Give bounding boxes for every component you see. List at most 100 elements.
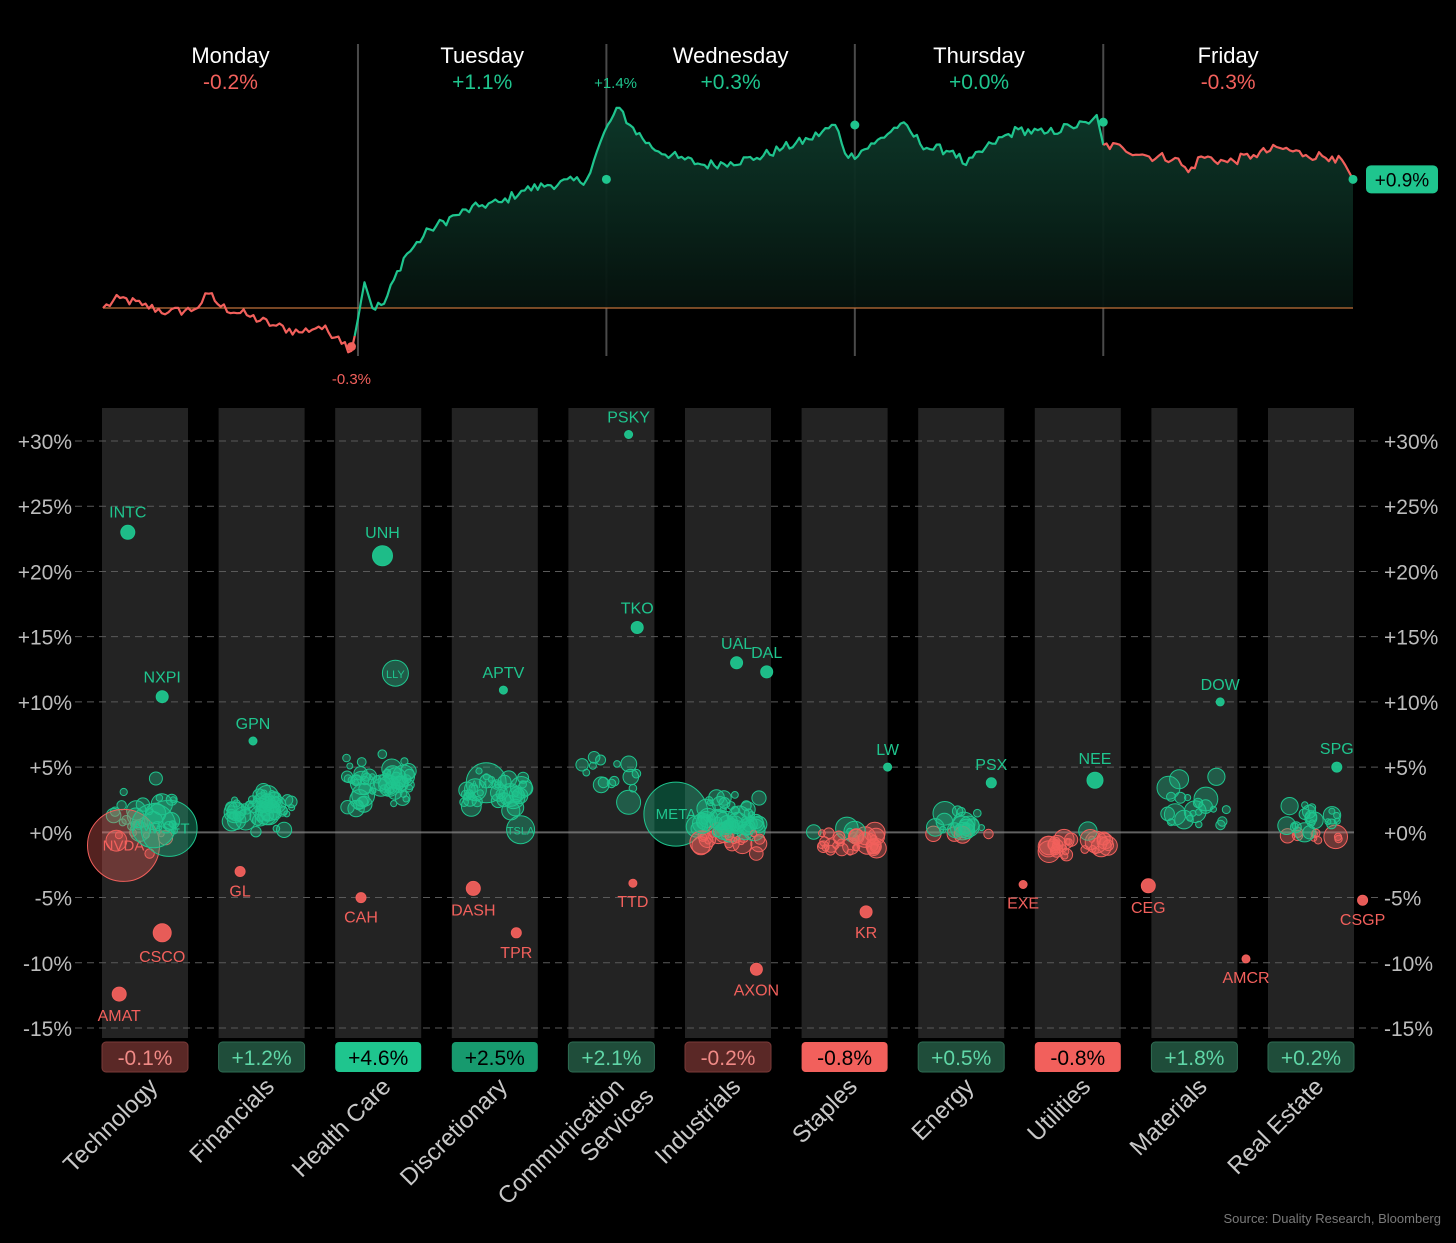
stock-bubble bbox=[232, 799, 241, 808]
stock-bubble-meta bbox=[643, 781, 709, 847]
stock-bubble-dash bbox=[465, 880, 481, 896]
ticker-label: AVGO bbox=[132, 818, 174, 835]
stock-bubble bbox=[587, 751, 601, 764]
stock-bubble bbox=[403, 768, 415, 780]
day-end-marker bbox=[1348, 174, 1358, 184]
stock-bubble bbox=[384, 768, 392, 776]
stock-bubble-ceg bbox=[1140, 878, 1156, 894]
sector-return-badge bbox=[917, 1041, 1005, 1073]
sector-name-line: Industrials bbox=[650, 1073, 746, 1169]
stock-bubble bbox=[259, 793, 276, 811]
sector-return-label: -0.8% bbox=[817, 1047, 872, 1070]
extreme-annotation: +1.4% bbox=[594, 75, 637, 92]
sector-return-label: +0.2% bbox=[1281, 1047, 1341, 1070]
stock-bubble-aptv bbox=[498, 685, 508, 695]
stock-bubble bbox=[749, 829, 758, 838]
stock-bubble-tpr bbox=[510, 927, 522, 939]
stock-bubble-amzn bbox=[465, 762, 507, 804]
sector-panel bbox=[335, 408, 422, 1038]
stock-bubble bbox=[699, 833, 708, 841]
sector-return-badge bbox=[451, 1042, 538, 1072]
day-change: +0.3% bbox=[701, 71, 761, 94]
stock-bubble bbox=[849, 828, 864, 844]
stock-bubble bbox=[1304, 812, 1318, 825]
stock-bubble bbox=[355, 795, 373, 813]
stock-bubble bbox=[631, 768, 642, 779]
stock-bubble-amcr bbox=[1241, 954, 1251, 964]
y-tick-right: +5% bbox=[1384, 757, 1427, 780]
stock-bubble bbox=[402, 795, 410, 803]
stock-bubble-googl bbox=[616, 789, 642, 815]
day-name: Friday bbox=[1198, 43, 1259, 68]
ticker-label: GL bbox=[229, 884, 250, 901]
stock-bubble-dal bbox=[760, 665, 774, 679]
sector-panel bbox=[1151, 408, 1238, 1038]
sector-return-label: +0.5% bbox=[931, 1047, 991, 1070]
stock-bubble bbox=[1059, 848, 1074, 862]
ticker-label: TPR bbox=[500, 945, 532, 962]
y-tick-left: +10% bbox=[18, 692, 72, 715]
sector-panel bbox=[568, 408, 655, 1038]
stock-bubble bbox=[837, 838, 845, 847]
stock-bubble bbox=[1052, 837, 1061, 845]
stock-bubble bbox=[870, 843, 879, 851]
stock-bubble bbox=[121, 815, 132, 825]
stock-bubble bbox=[1065, 838, 1073, 846]
weekly-line-chart: Monday -0.2% Tuesday +1.1% Wednesday +0.3% Thu… bbox=[102, 43, 1438, 388]
sector-name-line: Technology bbox=[58, 1073, 163, 1178]
stock-bubble-csco bbox=[152, 923, 172, 943]
sector-return-badge bbox=[335, 1042, 422, 1072]
sector-return-badge bbox=[567, 1041, 655, 1073]
stock-bubble bbox=[832, 830, 846, 844]
stock-bubble bbox=[342, 753, 351, 763]
sector-return-badge bbox=[1267, 1041, 1355, 1073]
sector-name-label: Industrials bbox=[650, 1073, 746, 1169]
stock-bubble bbox=[383, 773, 393, 783]
sector-name-line: Financials bbox=[184, 1073, 279, 1168]
stock-bubble bbox=[361, 768, 378, 785]
sector-return-badge bbox=[801, 1042, 888, 1072]
sector-name-label: CommunicationServices bbox=[493, 1063, 660, 1230]
stock-bubble bbox=[1328, 807, 1336, 815]
ticker-label: UAL bbox=[721, 636, 752, 653]
day-change: -0.2% bbox=[203, 71, 258, 94]
stock-bubble bbox=[1174, 809, 1194, 830]
stock-bubble bbox=[692, 812, 713, 834]
stock-bubble bbox=[119, 787, 128, 797]
stock-bubble bbox=[733, 836, 741, 844]
stock-bubble bbox=[1290, 821, 1302, 833]
day-end-marker bbox=[346, 342, 356, 352]
stock-bubble bbox=[227, 805, 236, 814]
ticker-label: DASH bbox=[451, 902, 495, 919]
y-tick-right: +25% bbox=[1384, 496, 1438, 519]
sector-name-line: Health Care bbox=[287, 1073, 397, 1183]
sector-scatter-chart: -15% -15% -10% -10% -5% -5% +0% +0% +5% +5% +10% +1… bbox=[18, 408, 1438, 1230]
sector-panel bbox=[685, 408, 771, 1038]
stock-bubble bbox=[1192, 797, 1204, 809]
stock-bubble bbox=[240, 803, 249, 811]
ticker-label: CAH bbox=[344, 910, 378, 927]
ticker-label: TTD bbox=[617, 894, 648, 911]
stock-bubble bbox=[404, 784, 414, 793]
stock-bubble bbox=[754, 833, 766, 845]
stock-bubble bbox=[1280, 797, 1299, 816]
ticker-label: AMZN bbox=[471, 779, 502, 791]
stock-bubble-nxpi bbox=[155, 690, 169, 704]
y-tick-right: -5% bbox=[1384, 888, 1421, 911]
day-name: Thursday bbox=[933, 43, 1025, 68]
stock-bubble bbox=[736, 823, 753, 841]
ticker-label: GPN bbox=[236, 716, 271, 733]
sector-return-label: +4.6% bbox=[348, 1047, 408, 1070]
ticker-label: LW bbox=[876, 742, 900, 759]
stock-bubble bbox=[1050, 846, 1060, 856]
y-tick-right: +10% bbox=[1384, 692, 1438, 715]
day-change: +0.0% bbox=[949, 71, 1009, 94]
stock-bubble-nee bbox=[1086, 771, 1104, 789]
stock-bubble bbox=[575, 758, 589, 772]
sector-return-badge bbox=[684, 1041, 772, 1073]
sector-return-badge bbox=[101, 1041, 189, 1073]
stock-bubble bbox=[708, 808, 728, 829]
day-end-marker bbox=[601, 174, 611, 184]
y-tick-left: +25% bbox=[18, 496, 72, 519]
stock-bubble-csgp bbox=[1357, 894, 1369, 906]
